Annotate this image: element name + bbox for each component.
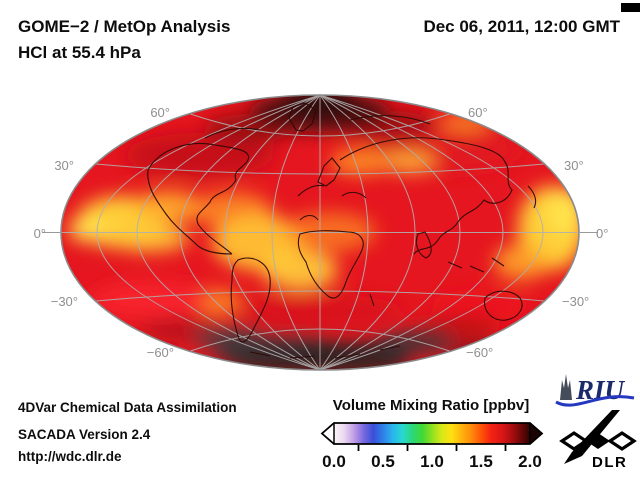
lat-label-left-60: 60°	[150, 105, 170, 120]
colorbar-tick-4: 2.0	[518, 452, 542, 471]
page-subtitle: HCl at 55.4 hPa	[18, 43, 141, 62]
dlr-logo-text: DLR	[592, 454, 627, 471]
dlr-logo: DLR	[559, 410, 637, 471]
lat-label-left-30: 30°	[54, 158, 74, 173]
dlr-blade	[564, 410, 620, 464]
credit-line-assimilation: 4DVar Chemical Data Assimilation	[18, 400, 237, 415]
lat-label-left-m60: −60°	[147, 345, 174, 360]
riu-logo: RIU	[555, 374, 635, 407]
map-rim	[60, 94, 580, 371]
colorbar-left-arrow	[322, 423, 334, 444]
colorbar-tick-0: 0.0	[322, 452, 346, 471]
cathedral-icon	[560, 374, 572, 400]
lat-label-left-m30: −30°	[51, 294, 78, 309]
colorbar-gradient	[334, 423, 530, 444]
corner-progress-mark	[621, 3, 640, 12]
lat-label-right-m30: −30°	[562, 294, 589, 309]
lat-label-right-0: 0°	[596, 226, 608, 241]
colorbar-tick-2: 1.0	[420, 452, 444, 471]
colorbar-tick-1: 0.5	[371, 452, 395, 471]
colorbar-tick-3: 1.5	[469, 452, 493, 471]
lat-labels: 60° 30° 0° −30° −60° 60° 30° 0° −30° −60…	[34, 105, 609, 360]
lat-label-right-60: 60°	[468, 105, 488, 120]
colorbar	[320, 422, 544, 451]
credit-line-version: SACADA Version 2.4	[18, 427, 151, 442]
colorbar-minor-ticks	[357, 445, 507, 451]
colorbar-title: Volume Mixing Ratio [ppbv]	[332, 397, 530, 414]
coastlines	[147, 102, 537, 359]
map-graticule	[61, 95, 579, 370]
credit-line-url: http://wdc.dlr.de	[18, 449, 122, 464]
lat-label-left-0: 0°	[34, 226, 46, 241]
timestamp: Dec 06, 2011, 12:00 GMT	[423, 17, 620, 36]
colorbar-right-arrow	[530, 423, 542, 444]
riu-logo-text: RIU	[575, 375, 626, 405]
riu-swoosh	[555, 395, 635, 407]
lat-label-right-m60: −60°	[466, 345, 493, 360]
lat-label-right-30: 30°	[564, 158, 584, 173]
page-title: GOME−2 / MetOp Analysis	[18, 17, 231, 36]
